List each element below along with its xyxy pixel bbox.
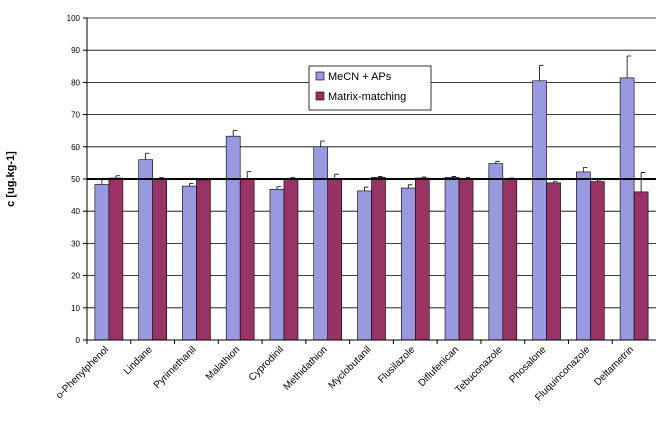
error-bar [640, 172, 646, 192]
bar [196, 179, 211, 341]
legend-label: MeCN + APs [328, 71, 392, 83]
y-tick-label: 0 [76, 336, 81, 345]
bar [371, 177, 386, 341]
error-bar [101, 179, 106, 185]
x-tick-label: Deltametrin [592, 344, 636, 388]
bar [313, 146, 329, 341]
y-tick-label: 20 [71, 272, 80, 281]
y-tick-label: 10 [71, 304, 80, 313]
x-tick-label: Tebuconazole [454, 344, 506, 396]
error-bar [145, 152, 150, 160]
error-bar [246, 171, 252, 179]
legend: MeCN + APs Matrix-matching [308, 65, 432, 111]
bar [590, 181, 605, 341]
bar [444, 177, 460, 341]
bar [182, 185, 197, 341]
x-tick-label: Pyrimethanil [152, 344, 199, 391]
bar [269, 189, 285, 341]
y-tick-label: 100 [67, 14, 81, 23]
bar [546, 182, 561, 341]
bar [239, 178, 255, 341]
bar [357, 190, 372, 341]
error-bar [115, 175, 120, 179]
y-tick-label: 40 [71, 207, 80, 216]
error-bar [421, 176, 427, 179]
legend-box [308, 65, 432, 111]
bar [458, 178, 474, 341]
bar [327, 178, 343, 341]
x-tick-label: o-Phenylphenol [54, 344, 111, 401]
bar [414, 177, 430, 341]
x-tick-label: Flusilazole [376, 344, 417, 385]
x-tick-label: Methidathion [282, 344, 330, 392]
bar [152, 178, 167, 341]
error-bar [539, 64, 544, 81]
error-bar [407, 184, 413, 189]
bar [619, 77, 635, 341]
error-bar [451, 176, 457, 178]
y-tick-label: 70 [71, 111, 80, 120]
bar [532, 80, 547, 341]
bar [108, 177, 124, 341]
x-tick-label: Lindane [122, 344, 155, 377]
error-bar [276, 186, 281, 190]
bar [225, 135, 241, 341]
error-bar [378, 176, 383, 178]
legend-swatch [315, 71, 325, 81]
error-bar [626, 55, 632, 78]
y-tick-label: 80 [71, 78, 80, 87]
y-tick-label: 60 [71, 143, 80, 152]
bar [488, 163, 504, 341]
legend-label: Matrix-matching [328, 91, 406, 103]
bar [400, 187, 416, 341]
error-bar [582, 167, 588, 172]
y-tick-label: 30 [71, 239, 80, 248]
bar [576, 171, 591, 341]
x-tick-label: Myclobutanil [327, 344, 374, 391]
y-tick-label: 90 [71, 46, 80, 55]
error-bar [364, 186, 369, 191]
x-tick-label: Cyprodinil [247, 344, 286, 383]
y-tick-label: 50 [71, 175, 80, 184]
error-bar [553, 180, 558, 183]
error-bar [189, 183, 194, 187]
bar [94, 184, 110, 341]
x-tick-label: Phosalone [507, 344, 549, 386]
legend-swatch [315, 91, 325, 101]
bar [138, 159, 153, 341]
x-tick-label: Malathion [204, 344, 242, 382]
bar [283, 178, 299, 341]
y-axis-label: c [ug.kg-1] [5, 151, 17, 207]
error-bar [232, 129, 238, 137]
bar [502, 178, 518, 341]
bar [633, 191, 649, 341]
x-tick-label: Diflufenican [416, 344, 461, 389]
error-bar [495, 160, 500, 164]
error-bar [320, 140, 325, 147]
